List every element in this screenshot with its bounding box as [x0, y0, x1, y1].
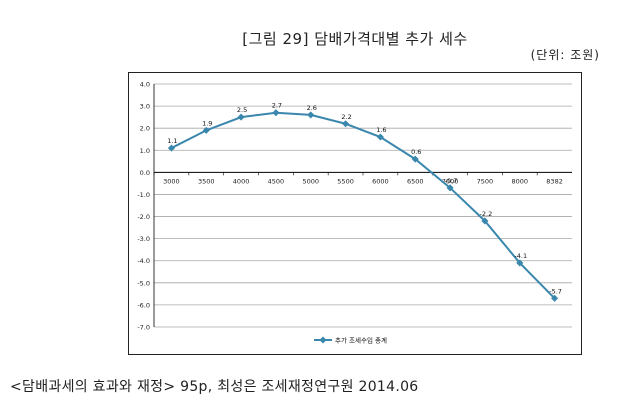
y-tick-label: -5.0	[137, 279, 150, 287]
chart-title: [그림 29] 담배가격대별 추가 세수	[242, 30, 468, 48]
y-tick-label: -2.0	[137, 213, 150, 221]
y-tick-label: -1.0	[137, 191, 150, 199]
x-tick-label: 6000	[372, 177, 389, 185]
y-tick-label: -6.0	[137, 301, 150, 309]
data-label: -4.1	[514, 252, 527, 260]
x-tick-label: 8382	[546, 177, 563, 185]
y-tick-label: 4.0	[140, 81, 150, 89]
series-group	[167, 109, 559, 302]
data-label: 2.2	[341, 113, 351, 121]
x-tick-label: 6500	[407, 177, 424, 185]
data-point	[516, 259, 524, 267]
x-tick-label: 4500	[268, 177, 285, 185]
y-axis-ticks: 4.0 3.0 2.0 1.0 0.0 -1.0 -2.0 -3.0 -4.0 -5.0 -6.0 -…	[137, 81, 150, 332]
data-label: 1.6	[376, 126, 386, 134]
unit-label: (단위: 조원)	[530, 48, 600, 62]
legend-label: 추가 조세수입 총계	[335, 336, 387, 345]
x-tick-label: 8000	[511, 177, 528, 185]
gridlines	[153, 83, 572, 328]
y-tick-label: -7.0	[137, 324, 150, 332]
data-label: 2.6	[307, 104, 317, 112]
data-point	[481, 217, 489, 225]
data-label: 2.5	[237, 106, 247, 114]
data-label: 2.7	[272, 102, 282, 110]
data-label: 1.9	[202, 119, 212, 127]
x-tick-label: 4000	[233, 177, 250, 185]
series-line	[170, 111, 556, 299]
y-tick-label: 0.0	[140, 169, 150, 177]
legend: 추가 조세수입 총계	[314, 336, 387, 345]
data-label: -5.7	[549, 287, 562, 295]
data-point	[237, 113, 245, 121]
y-tick-label: -3.0	[137, 235, 150, 243]
chart-frame	[128, 72, 582, 355]
data-label: -0.7	[445, 177, 458, 185]
data-labels: 1.1 1.9 2.5 2.7 2.6 2.2 1.6 0.6 -0.7 -2.2 -4.1 -5.7	[167, 102, 562, 296]
data-label: 0.6	[411, 148, 421, 156]
y-tick-label: 1.0	[140, 147, 150, 155]
data-point	[411, 155, 419, 163]
data-label: -2.2	[480, 210, 493, 218]
legend-marker	[319, 336, 327, 344]
data-point	[342, 120, 350, 128]
y-tick-label: 3.0	[140, 103, 150, 111]
x-tick-label: 5500	[337, 177, 354, 185]
source-caption: <담배과세의 효과와 재정> 95p, 최성은 조세재정연구원 2014.06	[10, 379, 419, 395]
y-tick-label: -4.0	[137, 257, 150, 265]
x-tick-label: 5000	[302, 177, 319, 185]
y-tick-label: 2.0	[140, 125, 150, 133]
x-tick-label: 7000	[442, 177, 459, 185]
data-point	[307, 111, 315, 119]
data-label: 1.1	[167, 137, 177, 145]
x-tick-label: 3500	[198, 177, 215, 185]
line-chart: 4.0 3.0 2.0 1.0 0.0 -1.0 -2.0 -3.0 -4.0 -5.0 -6.0 -…	[137, 81, 572, 345]
data-point	[272, 109, 280, 117]
data-point	[446, 184, 454, 192]
x-axis-ticks: 3000 3500 4000 4500 5000 5500 6000 6500 7000 7500…	[153, 172, 563, 185]
x-tick-label: 7500	[477, 177, 494, 185]
data-point	[202, 126, 210, 134]
x-tick-label: 3000	[163, 177, 180, 185]
